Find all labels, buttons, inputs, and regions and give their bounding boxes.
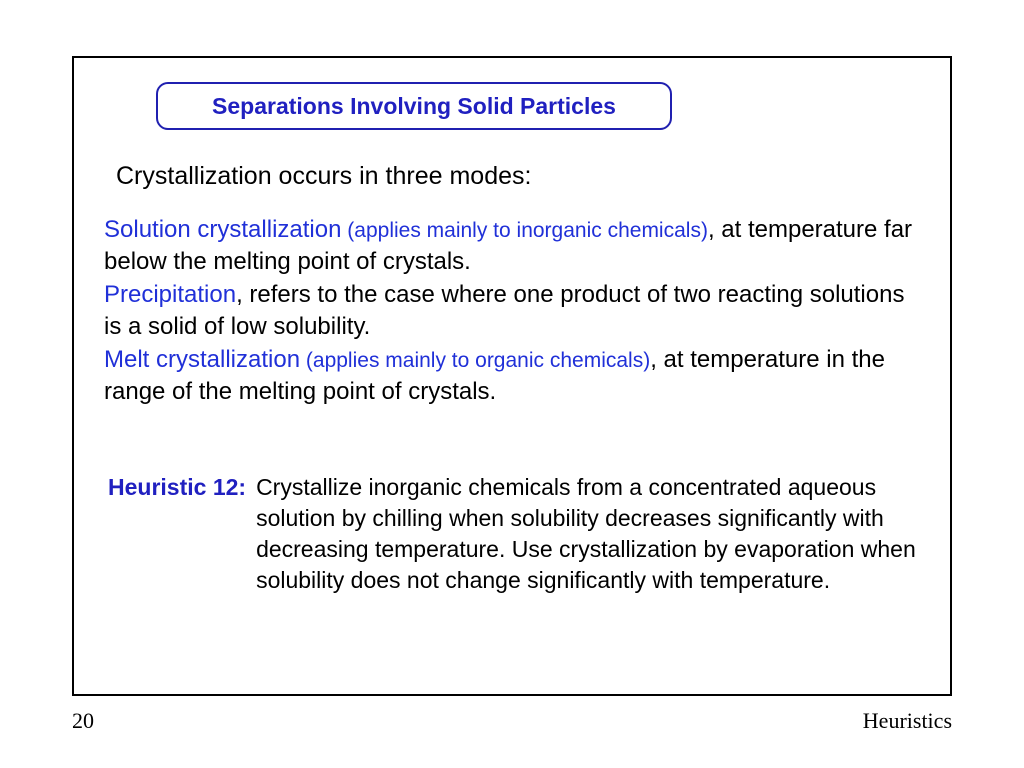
mode2-term: Precipitation <box>104 281 236 308</box>
footer-label: Heuristics <box>863 708 952 734</box>
page-number: 20 <box>72 708 94 734</box>
modes-block: Solution crystallization (applies mainly… <box>104 214 924 408</box>
mode1-paren: (applies mainly to inorganic chemicals) <box>341 219 708 242</box>
heuristic-body: Crystallize inorganic chemicals from a c… <box>256 472 928 596</box>
mode1-term: Solution crystallization <box>104 216 341 243</box>
title-box: Separations Involving Solid Particles <box>156 82 672 130</box>
mode3-paren: (applies mainly to organic chemicals) <box>300 349 650 372</box>
heuristic-block: Heuristic 12: Crystallize inorganic chem… <box>108 472 928 596</box>
slide-title: Separations Involving Solid Particles <box>212 93 616 120</box>
intro-text: Crystallization occurs in three modes: <box>116 162 531 191</box>
heuristic-label: Heuristic 12: <box>108 472 246 503</box>
mode3-term: Melt crystallization <box>104 346 300 373</box>
slide-frame: Separations Involving Solid Particles Cr… <box>72 56 952 696</box>
